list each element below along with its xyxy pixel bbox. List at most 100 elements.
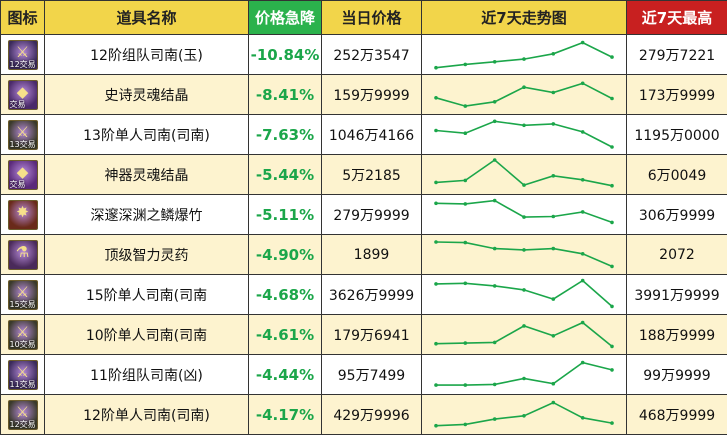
trend-point <box>552 297 556 301</box>
crystal-icon: ◆交易 <box>8 80 38 110</box>
trend-point <box>552 382 556 386</box>
item-name: 12阶单人司南(司南) <box>45 395 249 435</box>
item-icon-tag: 10交易 <box>10 340 36 349</box>
trend-point <box>493 158 497 162</box>
trend-point <box>522 414 526 418</box>
header-today-price: 当日价格 <box>322 1 422 35</box>
firecracker-icon: ✸ <box>8 200 38 230</box>
trend-point <box>552 334 556 338</box>
today-price: 1046万4166 <box>322 115 422 155</box>
trend-point <box>552 91 556 95</box>
seven-day-max: 173万9999 <box>627 75 727 115</box>
price-drop: -4.17% <box>249 395 322 435</box>
trend-point <box>464 423 468 427</box>
trend-point <box>522 324 526 328</box>
seven-day-max: 188万9999 <box>627 315 727 355</box>
trend-line <box>436 281 612 307</box>
header-price-drop: 价格急降 <box>249 1 322 35</box>
item-name: 13阶单人司南(司南) <box>45 115 249 155</box>
item-icon-tag: 交易 <box>10 180 26 189</box>
trend-point <box>522 377 526 381</box>
trend-point <box>464 383 468 387</box>
trend-point <box>610 145 614 149</box>
item-icon-cell: ⚔10交易 <box>1 315 45 355</box>
trend-point <box>464 179 468 183</box>
price-drop: -5.44% <box>249 155 322 195</box>
trend-sparkline-cell <box>422 35 627 75</box>
trend-sparkline-cell <box>422 315 627 355</box>
sword-icon: ⚔11交易 <box>8 360 38 390</box>
trend-point <box>434 129 438 133</box>
sword-icon: ⚔13交易 <box>8 120 38 150</box>
item-name: 11阶组队司南(凶) <box>45 355 249 395</box>
trend-point <box>434 181 438 185</box>
item-icon-tag: 12交易 <box>10 420 36 429</box>
item-name: 深邃深渊之鳞爆竹 <box>45 195 249 235</box>
trend-point <box>493 100 497 104</box>
item-name: 10阶单人司南(司南 <box>45 315 249 355</box>
price-drop: -5.11% <box>249 195 322 235</box>
item-name: 神器灵魂结晶 <box>45 155 249 195</box>
trend-point <box>552 247 556 251</box>
trend-point <box>522 183 526 187</box>
trend-point <box>493 120 497 124</box>
seven-day-max: 2072 <box>627 235 727 275</box>
trend-point <box>434 282 438 286</box>
trend-point <box>434 202 438 206</box>
trend-point <box>581 178 585 182</box>
header-row: 图标 道具名称 价格急降 当日价格 近7天走势图 近7天最高 <box>1 1 727 35</box>
trend-point <box>493 199 497 203</box>
trend-point <box>581 210 585 214</box>
trend-sparkline <box>422 115 626 154</box>
trend-sparkline-cell <box>422 395 627 435</box>
trend-point <box>464 131 468 135</box>
item-icon-cell: ⚔11交易 <box>1 355 45 395</box>
trend-point <box>581 416 585 420</box>
trend-point <box>434 383 438 387</box>
header-item-name: 道具名称 <box>45 1 249 35</box>
trend-sparkline-cell <box>422 195 627 235</box>
trend-point <box>464 282 468 286</box>
trend-point <box>610 345 614 349</box>
item-icon-tag: 13交易 <box>10 140 36 149</box>
potion-icon: ⚗ <box>8 240 38 270</box>
item-icon-cell: ⚔13交易 <box>1 115 45 155</box>
trend-point <box>581 82 585 86</box>
item-icon-tag: 15交易 <box>10 300 36 309</box>
trend-point <box>522 57 526 61</box>
sword-icon: ⚔15交易 <box>8 280 38 310</box>
trend-point <box>522 215 526 219</box>
trend-line <box>436 201 612 223</box>
trend-point <box>493 247 497 251</box>
price-drop: -4.68% <box>249 275 322 315</box>
trend-point <box>552 52 556 56</box>
trend-point <box>581 252 585 256</box>
item-icon-cell: ◆交易 <box>1 155 45 195</box>
price-drop: -4.90% <box>249 235 322 275</box>
header-7day-max: 近7天最高 <box>627 1 727 35</box>
today-price: 279万9999 <box>322 195 422 235</box>
trend-point <box>522 288 526 292</box>
item-icon-cell: ⚔15交易 <box>1 275 45 315</box>
sword-icon: ⚔12交易 <box>8 400 38 430</box>
trend-point <box>464 341 468 345</box>
trend-point <box>581 279 585 283</box>
header-7day-trend: 近7天走势图 <box>422 1 627 35</box>
trend-sparkline <box>422 355 626 394</box>
today-price: 3626万9999 <box>322 275 422 315</box>
item-name: 史诗灵魂结晶 <box>45 75 249 115</box>
trend-sparkline-cell <box>422 355 627 395</box>
price-drop: -8.41% <box>249 75 322 115</box>
trend-line <box>436 43 612 68</box>
today-price: 1899 <box>322 235 422 275</box>
